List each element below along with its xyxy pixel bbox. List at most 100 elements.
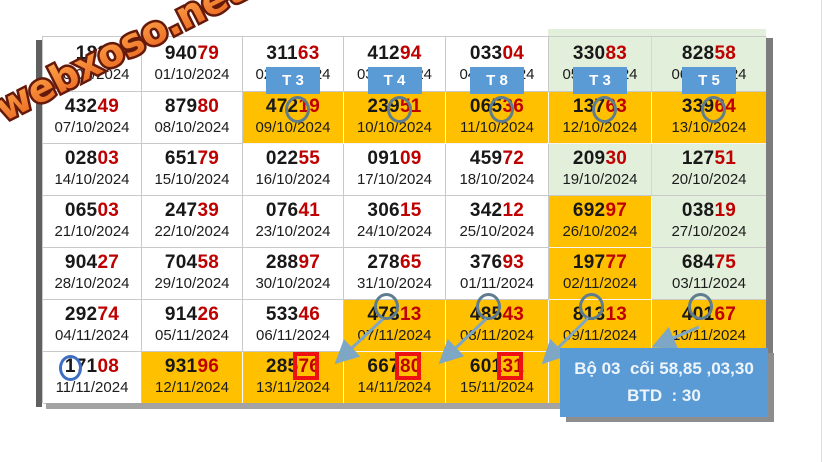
number-red-digits: 49 [97,96,120,117]
result-date: 15/10/2024 [154,171,230,188]
number-red-digits: 75 [714,252,737,273]
result-cell: 28576 13/11/2024 [243,352,344,404]
digit-box-mark [497,352,523,380]
number-red-digits: 27 [97,252,120,273]
table-left-shadow [36,40,42,407]
number-black-digits: 311 [266,42,298,64]
number-black-digits: 197 [572,252,606,273]
result-date: 15/11/2024 [460,379,534,396]
number-red-digits: 83 [605,42,628,64]
number-black-digits: 022 [265,148,299,169]
result-number: 19777 [573,253,627,273]
number-black-digits: 091 [367,148,400,169]
result-number: 33083 [573,42,628,64]
result-date: 13/10/2024 [671,119,747,136]
number-black-digits: 033 [469,42,503,64]
result-cell: 65179 15/10/2024 [142,144,243,196]
number-red-digits: 09 [399,148,422,169]
number-red-digits: 55 [298,148,321,169]
result-date: 20/10/2024 [671,171,747,188]
number-red-digits: 80 [399,356,422,377]
number-black-digits: 183 [75,42,109,64]
result-cell: 81313 09/11/2024 [549,293,652,352]
result-date: 26/10/2024 [562,223,638,240]
number-red-digits: 13 [399,304,422,325]
table-right-shadow [766,38,773,417]
table-bottom-shadow [46,403,768,409]
result-cell: 17108 11/11/2024 [43,352,142,404]
number-black-digits: 533 [265,304,299,325]
number-red-digits: 76 [298,356,321,377]
result-cell: 27865 31/10/2024 [344,248,446,300]
result-cell: 45972 18/10/2024 [446,144,549,196]
result-number: 66780 [367,357,421,377]
result-cell: 69297 26/10/2024 [549,196,652,248]
result-date: 22/10/2024 [154,223,230,240]
result-number: 03819 [682,201,736,221]
number-black-digits: 931 [164,356,198,377]
result-date: 12/11/2024 [155,379,229,396]
result-cell: 02255 16/10/2024 [243,144,344,196]
result-number: 03304 [469,42,525,64]
result-date: 04/11/2024 [55,327,129,344]
result-cell: 06503 21/10/2024 [43,196,142,248]
result-number: 43249 [65,97,119,117]
result-cell: 29274 04/11/2024 [43,300,142,352]
result-date: 31/10/2024 [356,275,433,292]
result-date: 11/11/2024 [55,379,129,396]
number-red-digits: 26 [197,304,220,325]
digit-box-mark [293,352,319,380]
result-date: 01/11/2024 [460,275,534,292]
result-number: 28576 [266,357,320,377]
number-red-digits: 04 [502,42,525,64]
number-red-digits: 15 [399,200,422,221]
result-date: 07/11/2024 [357,327,432,344]
result-number: 183 [75,42,109,64]
number-black-digits: 940 [164,42,198,64]
note-line-1: Bộ 03 cối 58,85 ,03,30 [574,359,754,378]
result-number: 60131 [470,357,524,377]
digit-circle-mark [373,293,399,320]
result-number: 93196 [165,357,219,377]
result-cell: 09109 17/10/2024 [344,144,446,196]
number-red-digits: 31 [502,356,525,377]
result-cell: 43249 07/10/2024 [43,92,142,144]
result-cell: 19777 02/11/2024 [549,248,652,300]
number-red-digits: 72 [502,148,525,169]
result-date: 28/10/2024 [54,275,130,292]
result-cell: 20930 19/10/2024 [549,144,652,196]
result-cell: 94079 01/10/2024 [142,37,243,92]
weekday-badge: T 3 [266,67,320,94]
digit-circle-mark [476,293,501,320]
result-cell: 03819 27/10/2024 [652,196,767,248]
result-cell: 68475 03/11/2024 [652,248,767,300]
number-black-digits: 459 [469,148,503,169]
result-number: 02255 [266,149,320,169]
result-date: 11/10/2024 [460,119,534,136]
number-red-digits: 30 [605,148,628,169]
result-date: 12/10/2024 [562,119,638,136]
number-black-digits: 684 [681,252,715,273]
number-red-digits: 39 [197,200,220,221]
number-black-digits: 667 [367,356,400,377]
result-number: 20930 [573,149,627,169]
result-number: 45972 [470,149,524,169]
number-black-digits: 127 [681,148,715,169]
number-black-digits: 692 [572,200,606,221]
number-red-digits: 13 [605,304,628,325]
result-number: 91426 [165,305,219,325]
digit-circle-mark [688,293,713,320]
result-number: 06503 [65,201,119,221]
results-grid: 18330/09/20249407901/10/20243116302/10/2… [42,36,767,404]
number-black-digits: 342 [469,200,503,221]
result-number: 12751 [682,149,736,169]
page-edge-line [821,0,822,462]
result-cell: 47813 07/11/2024 [344,293,446,352]
weekday-badge: T 4 [367,67,422,94]
result-number: 53346 [266,305,320,325]
result-cell: 60131 15/11/2024 [446,352,549,404]
result-cell: 48543 08/11/2024 [446,293,549,352]
result-date: 16/10/2024 [255,171,331,188]
number-black-digits: 879 [164,96,198,117]
